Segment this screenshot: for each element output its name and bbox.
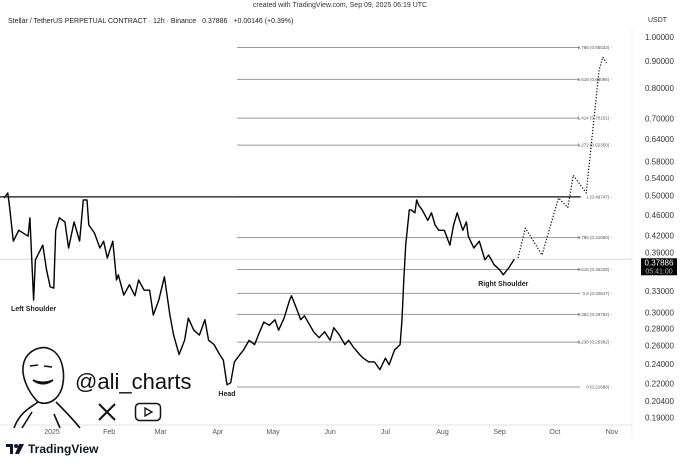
price-tick-label: 0.80000 xyxy=(645,84,674,93)
author-handle: @ali_charts xyxy=(75,369,192,394)
price-tick-label: 0.46000 xyxy=(645,211,674,220)
price-tick-label: 0.20400 xyxy=(645,397,674,406)
price-axis: 1.00000 0.90000 0.80000 0.70000 0.64000 0.580… xyxy=(0,28,674,438)
time-tick-label: Feb xyxy=(103,429,115,436)
created-note: created with TradingView.com, Sep 09, 20… xyxy=(252,2,428,9)
time-tick-label: Aug xyxy=(436,429,449,436)
pattern-annotations: Left Shoulder Head Right Shoulder xyxy=(11,281,529,398)
price-tick-label: 0.22000 xyxy=(645,380,674,389)
fib-level-label: 0.618 (0.36228) - xyxy=(577,267,612,272)
tradingview-wordmark: TradingView xyxy=(28,442,99,456)
price-tick-label: 0.39000 xyxy=(645,249,674,258)
time-tick-label: Jun xyxy=(324,429,335,436)
fibonacci-levels: 1.786 (0.95533) - 1.618 (0.83096) - 1.414 … xyxy=(237,45,613,390)
time-tick-label: Sep xyxy=(493,429,506,436)
fib-level-label: 1.414 (0.70151) - xyxy=(577,116,612,121)
x-logo-icon[interactable] xyxy=(97,402,117,422)
price-tick-label: 0.90000 xyxy=(645,57,674,66)
price-tick-label: 0.30000 xyxy=(645,309,674,318)
price-change: +0.00146 (+0.39%) xyxy=(233,18,294,25)
fib-level-label: 1 (0.49747) - xyxy=(586,194,612,199)
youtube-play-icon[interactable] xyxy=(134,402,162,422)
pattern-label: Right Shoulder xyxy=(478,281,528,288)
pattern-label: Head xyxy=(218,391,235,398)
price-tick-label: 0.26000 xyxy=(645,341,674,350)
currency-unit: USDT xyxy=(648,17,668,24)
price-tick-label: 0.28000 xyxy=(645,325,674,334)
fib-level-label: 0.382 (0.29782) - xyxy=(577,312,612,317)
time-tick-label: Nov xyxy=(606,429,619,436)
tradingview-logo-icon xyxy=(6,444,24,454)
fib-level-label: 1.786 (0.95533) - xyxy=(577,45,612,50)
fib-level-label: 1.618 (0.83096) - xyxy=(577,77,612,82)
price-tick-label: 0.54000 xyxy=(645,174,674,183)
price-tick-label: 0.50000 xyxy=(645,192,674,201)
time-tick-label: Apr xyxy=(212,429,224,436)
time-axis: 2025 Feb Mar Apr May Jun Jul Aug Sep Oct Nov xyxy=(44,429,618,436)
time-tick-label: Jul xyxy=(381,429,390,436)
fib-level-label: 0 (0.21688) - xyxy=(586,385,612,390)
price-tick-label: 0.33000 xyxy=(645,287,674,296)
symbol-title: Stellar / TetherUS PERPETUAL CONTRACT · … xyxy=(8,18,197,25)
time-tick-label: May xyxy=(266,429,280,436)
price-line xyxy=(3,192,515,386)
pattern-label: Left Shoulder xyxy=(11,306,56,313)
price-lines xyxy=(0,56,632,386)
price-tick-label: 0.64000 xyxy=(645,135,674,144)
price-tick-label: 0.58000 xyxy=(645,158,674,167)
price-tick-label: 0.42000 xyxy=(645,232,674,241)
fib-level-label: 1.272 (0.62350) - xyxy=(577,143,612,148)
current-price-value: 0.37886 xyxy=(645,258,674,267)
fib-level-label: 0.786 (0.41650) - xyxy=(577,235,612,240)
bar-countdown: 05:41:00 xyxy=(645,268,672,275)
avatar-sketch xyxy=(13,346,81,429)
symbol-title-bar: Stellar / TetherUS PERPETUAL CONTRACT · … xyxy=(8,18,297,25)
fib-level-label: 0.236 (0.26382) - xyxy=(577,340,612,345)
time-tick-label: Oct xyxy=(549,429,560,436)
time-tick-label: Mar xyxy=(155,429,168,436)
projected-path-line xyxy=(517,56,607,259)
price-tick-label: 1.00000 xyxy=(645,33,674,42)
current-price-box xyxy=(641,258,677,276)
tradingview-logo: TradingView xyxy=(6,442,98,456)
last-price: 0.37886 xyxy=(202,18,228,25)
time-tick-label: 2025 xyxy=(44,429,60,436)
price-tick-label: 0.19000 xyxy=(645,413,674,422)
fib-level-label: 0.5 (0.32647) - xyxy=(582,291,612,296)
price-tick-label: 0.24000 xyxy=(645,360,674,369)
price-tick-label: 0.70000 xyxy=(645,115,674,124)
